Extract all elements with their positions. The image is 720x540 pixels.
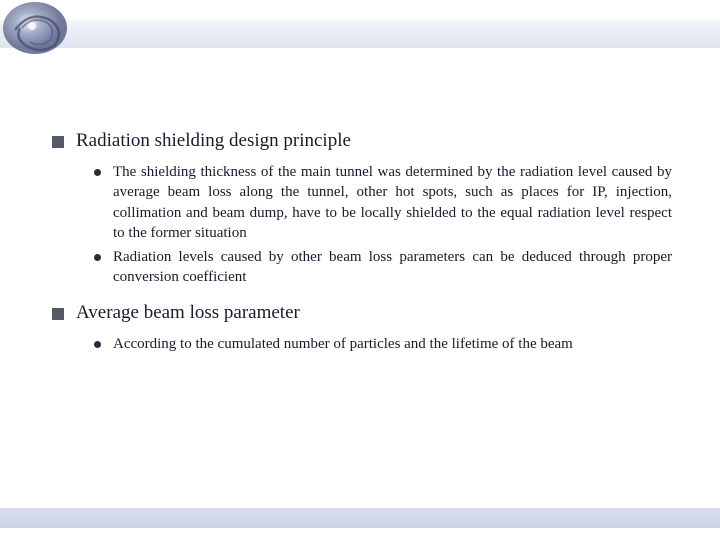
square-bullet-icon: [52, 136, 64, 148]
section-items: The shielding thickness of the main tunn…: [94, 162, 672, 288]
list-item: The shielding thickness of the main tunn…: [94, 162, 672, 243]
round-bullet-icon: [94, 341, 101, 348]
heading-text: Average beam loss parameter: [76, 302, 300, 324]
header-gradient-bar: [0, 20, 720, 48]
list-item: According to the cumulated number of par…: [94, 334, 672, 354]
section-heading: Radiation shielding design principle: [52, 130, 672, 152]
section-heading: Average beam loss parameter: [52, 302, 672, 324]
logo-swirl-icon: [0, 0, 85, 62]
item-text: Radiation levels caused by other beam lo…: [113, 247, 672, 288]
item-text: According to the cumulated number of par…: [113, 334, 573, 354]
square-bullet-icon: [52, 308, 64, 320]
list-item: Radiation levels caused by other beam lo…: [94, 247, 672, 288]
round-bullet-icon: [94, 169, 101, 176]
round-bullet-icon: [94, 254, 101, 261]
item-text: The shielding thickness of the main tunn…: [113, 162, 672, 243]
section-items: According to the cumulated number of par…: [94, 334, 672, 354]
content-area: Radiation shielding design principle The…: [52, 130, 672, 368]
footer-gradient-bar: [0, 508, 720, 528]
heading-text: Radiation shielding design principle: [76, 130, 351, 152]
header-region: [0, 0, 720, 70]
